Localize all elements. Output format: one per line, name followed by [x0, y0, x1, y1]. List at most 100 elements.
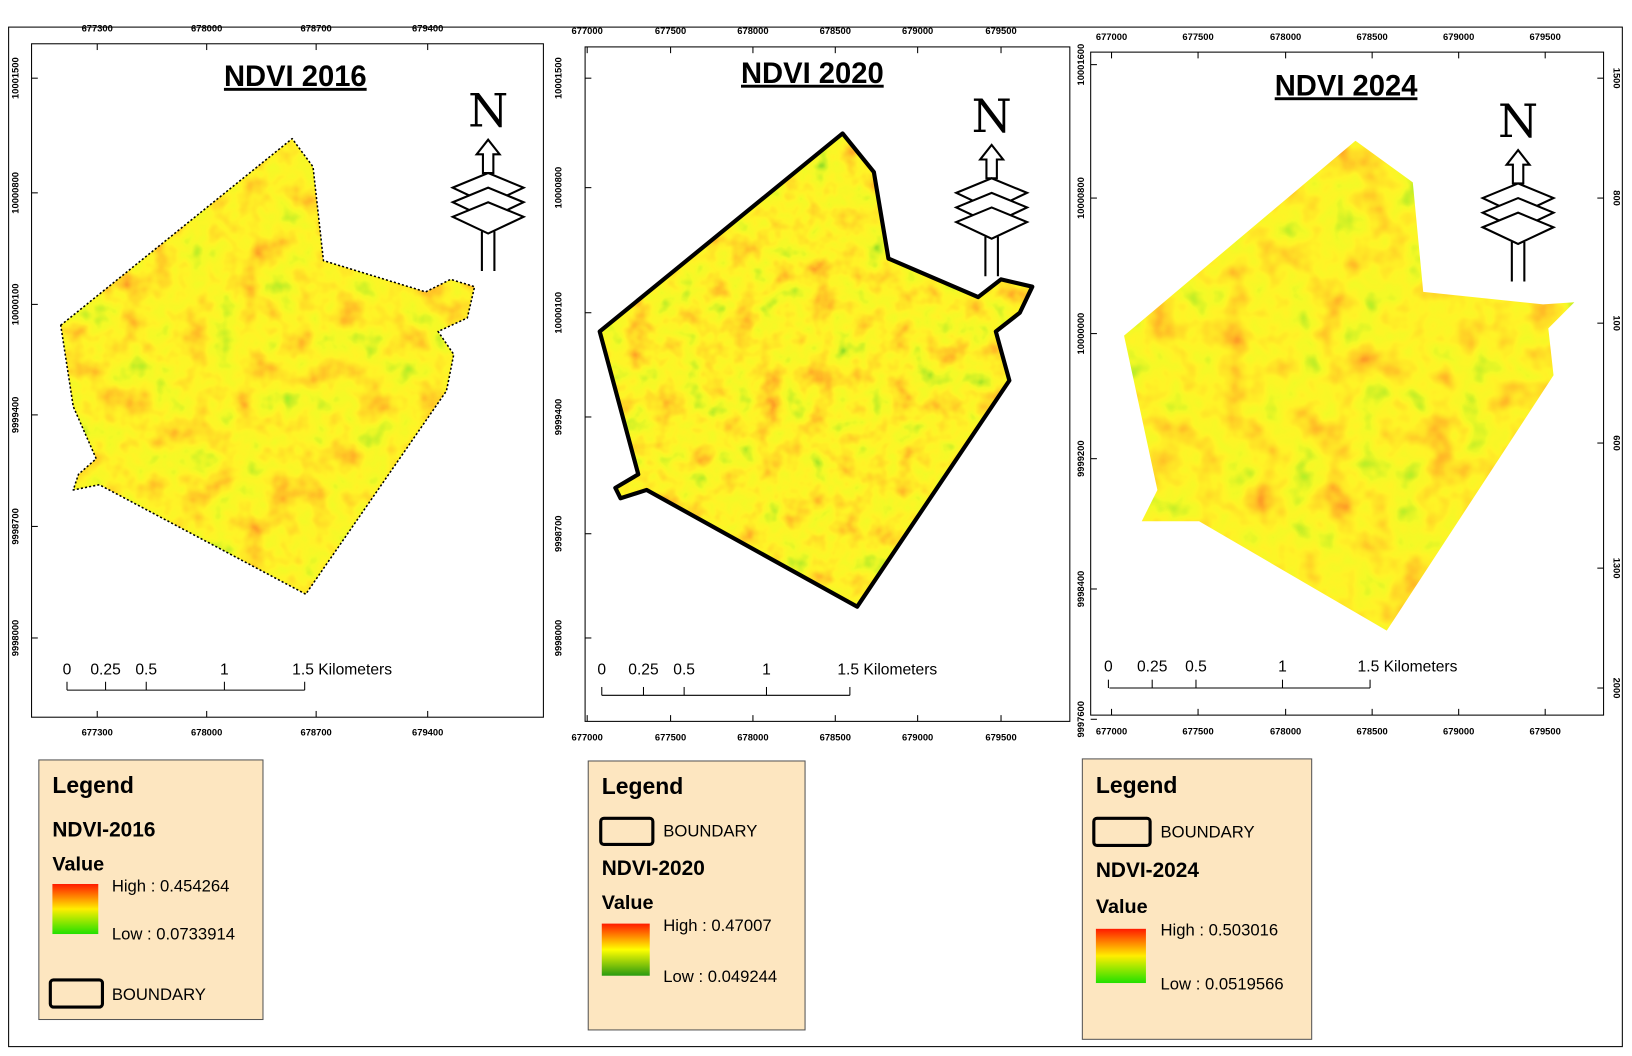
x-tick-label: 678700 [300, 727, 331, 737]
scale-label: 0.25 [90, 661, 121, 678]
north-layer [1480, 211, 1557, 246]
x-tick-label: 679000 [1443, 32, 1474, 42]
map-panel: 677000 677500 678000 678500 679000 679500 6770… [1076, 32, 1622, 1040]
x-tick-label: 679500 [985, 26, 1016, 36]
legend-title: Legend [52, 772, 134, 798]
x-tick-label: 677500 [1182, 32, 1213, 42]
x-tick-label: 677000 [572, 26, 603, 36]
legend-layer: NDVI-2020 [602, 857, 705, 880]
scale-label: 0.25 [1137, 658, 1168, 675]
y-tick-label: 9999200 [1076, 440, 1086, 476]
north-stem [1510, 241, 1526, 282]
y-tick-label: 10001600 [1076, 44, 1086, 86]
x-tick-label: 678000 [1270, 32, 1301, 42]
scale-label: 1.5 Kilometers [1358, 658, 1458, 675]
x-tick-label: 678500 [1356, 32, 1387, 42]
y-tick-label: 1300 [1612, 558, 1622, 579]
legend-field: Value [1096, 896, 1148, 918]
legend-boundary-swatch [599, 816, 655, 846]
x-tick-label: 679000 [902, 26, 933, 36]
north-layer [953, 206, 1030, 240]
y-tick-label: 10000800 [1076, 177, 1086, 219]
y-tick-label: 10000000 [1076, 313, 1086, 355]
legend-low: Low : 0.0733914 [112, 924, 235, 943]
x-tick-label: 678000 [191, 24, 222, 34]
legend-low: Low : 0.0519566 [1161, 975, 1284, 994]
legend-ramp [52, 883, 99, 935]
north-stem [984, 236, 999, 277]
scale-label: 0 [63, 661, 72, 678]
x-tick-label: 678000 [1270, 726, 1301, 736]
x-tick-label: 677000 [572, 733, 603, 743]
y-tick-label: 600 [1612, 435, 1622, 451]
y-tick-label: 10001500 [10, 57, 20, 99]
y-tick-label: 10000800 [10, 172, 20, 214]
x-tick-label: 678000 [737, 733, 768, 743]
scale-label: 0.25 [628, 661, 659, 678]
legend-ramp [1095, 928, 1146, 984]
y-tick-label: 10000100 [10, 284, 20, 326]
scale-label: 0.5 [673, 661, 695, 678]
legend-low: Low : 0.049244 [663, 967, 777, 986]
legend-high: High : 0.454264 [112, 877, 230, 896]
y-tick-label: 10001500 [554, 57, 564, 99]
x-tick-label: 679500 [1530, 726, 1561, 736]
north-stem [480, 231, 496, 272]
x-tick-label: 677500 [655, 733, 686, 743]
x-tick-label: 677500 [655, 26, 686, 36]
y-tick-label: 10000800 [554, 167, 564, 209]
y-tick-label: 10000100 [554, 292, 564, 334]
boundary [59, 137, 476, 595]
y-tick-label: 9998000 [554, 620, 564, 657]
outer-frame [8, 26, 1623, 1048]
y-tick-label: 9999400 [554, 399, 564, 436]
legend-title: Legend [602, 773, 684, 799]
x-tick-label: 678700 [300, 24, 331, 34]
legend-boundary: BOUNDARY [663, 821, 757, 840]
legend-ramp [601, 923, 650, 976]
legend-box [587, 760, 806, 1031]
x-tick-label: 678000 [191, 727, 222, 737]
scale-label: 0.5 [1185, 658, 1207, 675]
x-tick-label: 679500 [985, 733, 1016, 743]
legend-boundary-swatch [48, 978, 105, 1009]
north-letter: N [468, 84, 508, 138]
x-tick-label: 679500 [1530, 32, 1561, 42]
north-layer [450, 201, 527, 235]
legend-box [1081, 758, 1313, 1040]
scale-label: 1 [1278, 658, 1287, 675]
scale-label: 1 [220, 661, 229, 678]
y-tick-label: 800 [1612, 190, 1622, 206]
x-tick-label: 677000 [1096, 32, 1127, 42]
x-tick-label: 677000 [1096, 726, 1127, 736]
x-tick-label: 679000 [1443, 726, 1474, 736]
map-title: NDVI 2024 [1275, 70, 1418, 102]
north-letter: N [1498, 94, 1538, 148]
scale-label: 1 [762, 661, 771, 678]
legend-high: High : 0.503016 [1161, 920, 1279, 939]
legend-field: Value [602, 892, 654, 914]
north-letter: N [972, 89, 1012, 143]
x-tick-label: 679000 [902, 733, 933, 743]
x-tick-label: 678500 [1356, 726, 1387, 736]
scale-label: 1.5 Kilometers [292, 661, 392, 678]
x-tick-label: 678500 [820, 26, 851, 36]
y-tick-label: 9998700 [10, 508, 20, 544]
scale-label: 0 [597, 661, 606, 678]
legend-high: High : 0.47007 [663, 916, 771, 935]
legend-field: Value [52, 853, 104, 875]
map-title: NDVI 2020 [741, 58, 884, 90]
legend-layer: NDVI-2016 [52, 818, 155, 841]
y-tick-label: 100 [1612, 315, 1622, 331]
legend-boundary: BOUNDARY [1161, 822, 1255, 841]
x-tick-label: 678000 [737, 26, 768, 36]
x-tick-label: 679400 [412, 727, 443, 737]
x-tick-label: 677500 [1182, 726, 1213, 736]
map-panel: 677300 678000 678700 679400 677300 678000 6787… [10, 24, 544, 1021]
boundary [597, 131, 1035, 609]
map-panel: 677000 677500 678000 678500 679000 679500 6770… [554, 26, 1071, 1031]
y-tick-label: 1500 [1612, 68, 1622, 89]
scale-label: 0.5 [135, 661, 157, 678]
map-title: NDVI 2016 [224, 61, 367, 93]
